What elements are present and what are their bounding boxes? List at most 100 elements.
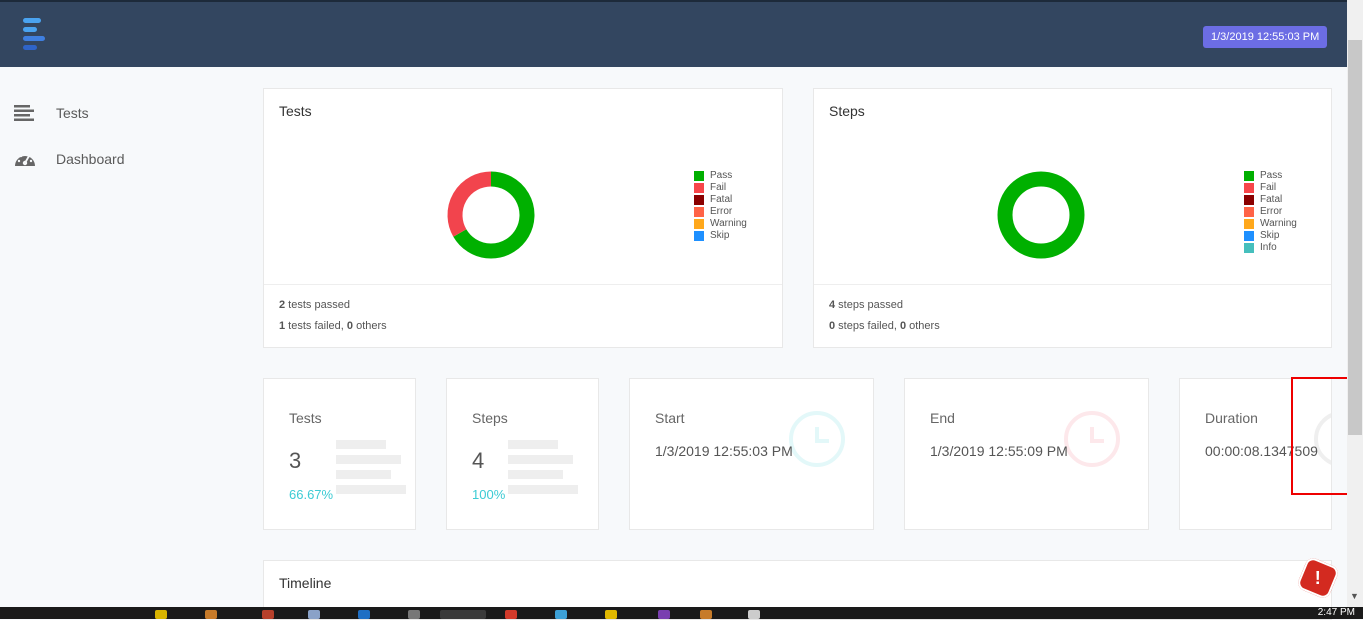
logo[interactable] xyxy=(20,16,48,52)
taskbar-app-active[interactable] xyxy=(440,610,486,619)
legend-swatch xyxy=(694,219,704,229)
legend-label: Error xyxy=(710,206,733,217)
legend-item-pass[interactable]: Pass xyxy=(1244,170,1297,182)
taskbar-app-icon[interactable] xyxy=(408,610,420,619)
taskbar-app-icon[interactable] xyxy=(262,610,274,619)
sidebar-item-dashboard[interactable]: Dashboard xyxy=(14,147,125,171)
start-time: 1/3/2019 12:55:03 PM xyxy=(655,443,793,459)
stat-value: 3 xyxy=(289,448,302,473)
taskbar-app-icon[interactable] xyxy=(358,610,370,619)
legend-swatch xyxy=(694,195,704,205)
legend-swatch xyxy=(1244,171,1254,181)
stat-label: Start xyxy=(655,410,685,426)
steps-passed-summary: 4 steps passed xyxy=(829,299,903,311)
exclamation-icon: ! xyxy=(1315,567,1321,588)
legend-item-fatal[interactable]: Fatal xyxy=(1244,194,1297,206)
taskbar-app-icon[interactable] xyxy=(505,610,517,619)
steps-chart-legend: Pass Fail Fatal Error Warning Skip Info xyxy=(1244,170,1297,254)
card-title: Timeline xyxy=(279,575,332,591)
legend-item-warning[interactable]: Warning xyxy=(694,218,747,230)
taskbar-clock: 2:47 PM xyxy=(1317,607,1355,618)
steps-card-footer: 4 steps passed 0 steps failed, 0 others xyxy=(814,284,1331,347)
taskbar-app-icon[interactable] xyxy=(555,610,567,619)
stat-percent: 100% xyxy=(472,487,506,502)
logo-bar-3 xyxy=(23,36,45,41)
scrollbar-thumb[interactable] xyxy=(1348,40,1362,435)
legend-swatch xyxy=(694,183,704,193)
legend-item-warning[interactable]: Warning xyxy=(1244,218,1297,230)
steps-failed-summary: 0 steps failed, 0 others xyxy=(829,320,940,332)
report-datetime-badge: 1/3/2019 12:55:03 PM xyxy=(1203,26,1328,48)
start-stat-card: Start 1/3/2019 12:55:03 PM xyxy=(629,378,874,530)
legend-item-skip[interactable]: Skip xyxy=(1244,230,1297,242)
sidebar-item-tests[interactable]: Tests xyxy=(14,101,89,125)
legend-label: Skip xyxy=(710,230,730,241)
legend-label: Error xyxy=(1260,206,1283,217)
clock-icon xyxy=(1064,411,1120,467)
sidebar-item-label: Tests xyxy=(56,105,89,121)
duration-time: 00:00:08.1347509 xyxy=(1205,443,1318,459)
donut-slice-pass[interactable] xyxy=(997,171,1085,259)
tests-chart-legend: Pass Fail Fatal Error Warning Skip xyxy=(694,170,747,242)
legend-label: Info xyxy=(1260,242,1277,253)
legend-swatch xyxy=(1244,195,1254,205)
taskbar-app-icon[interactable] xyxy=(155,610,167,619)
legend-label: Fail xyxy=(710,182,727,193)
top-navbar: 1/3/2019 12:55:03 PM xyxy=(0,0,1347,67)
legend-item-info[interactable]: Info xyxy=(1244,242,1297,254)
clock-icon xyxy=(789,411,845,467)
legend-swatch xyxy=(1244,183,1254,193)
windows-taskbar: 2:47 PM xyxy=(0,607,1363,619)
card-title: Tests xyxy=(279,103,312,119)
legend-item-error[interactable]: Error xyxy=(1244,206,1297,218)
scroll-down-icon[interactable]: ▼ xyxy=(1350,591,1359,601)
steps-donut-chart xyxy=(997,171,1085,259)
legend-item-error[interactable]: Error xyxy=(694,206,747,218)
tests-failed-summary: 1 tests failed, 0 others xyxy=(279,320,387,332)
legend-swatch xyxy=(1244,219,1254,229)
legend-label: Warning xyxy=(1260,218,1297,229)
taskbar-app-icon[interactable] xyxy=(605,610,617,619)
logo-bar-1 xyxy=(23,18,41,23)
legend-swatch xyxy=(694,231,704,241)
sidebar: Tests Dashboard xyxy=(0,67,240,607)
dashboard-icon xyxy=(14,149,36,169)
legend-label: Pass xyxy=(710,170,733,181)
tests-passed-summary: 2 tests passed xyxy=(279,299,350,311)
donut-slice-fail[interactable] xyxy=(447,171,492,237)
duration-stat-card: Duration 00:00:08.1347509 xyxy=(1179,378,1332,530)
stat-label: Duration xyxy=(1205,410,1258,426)
taskbar-app-icon[interactable] xyxy=(700,610,712,619)
tests-chart-card: Tests Pass Fail Fatal Error Warning Skip 2 te… xyxy=(263,88,783,348)
sidebar-item-label: Dashboard xyxy=(56,151,125,167)
legend-item-fatal[interactable]: Fatal xyxy=(694,194,747,206)
legend-item-skip[interactable]: Skip xyxy=(694,230,747,242)
steps-chart-card: Steps Pass Fail Fatal Error Warning Skip Info … xyxy=(813,88,1332,348)
stat-label: Steps xyxy=(472,410,508,426)
legend-label: Fatal xyxy=(710,194,733,205)
end-time: 1/3/2019 12:55:09 PM xyxy=(930,443,1068,459)
legend-label: Fatal xyxy=(1260,194,1283,205)
steps-stat-card: Steps 4 100% xyxy=(446,378,599,530)
legend-item-pass[interactable]: Pass xyxy=(694,170,747,182)
legend-item-fail[interactable]: Fail xyxy=(694,182,747,194)
legend-label: Fail xyxy=(1260,182,1277,193)
taskbar-app-icon[interactable] xyxy=(205,610,217,619)
legend-label: Skip xyxy=(1260,230,1280,241)
legend-swatch xyxy=(1244,231,1254,241)
list-icon xyxy=(14,103,36,123)
tests-donut-chart xyxy=(447,171,535,259)
taskbar-app-icon[interactable] xyxy=(658,610,670,619)
legend-swatch xyxy=(694,171,704,181)
stat-value: 4 xyxy=(472,448,485,473)
vertical-scrollbar[interactable]: ▼ xyxy=(1347,0,1363,607)
donut-slice-pass[interactable] xyxy=(453,171,535,259)
legend-item-fail[interactable]: Fail xyxy=(1244,182,1297,194)
taskbar-app-icon[interactable] xyxy=(308,610,320,619)
stat-label: Tests xyxy=(289,410,322,426)
taskbar-app-icon[interactable] xyxy=(748,610,760,619)
stat-label: End xyxy=(930,410,955,426)
tests-stat-card: Tests 3 66.67% xyxy=(263,378,416,530)
tests-card-footer: 2 tests passed 1 tests failed, 0 others xyxy=(264,284,782,347)
legend-swatch xyxy=(1244,243,1254,253)
